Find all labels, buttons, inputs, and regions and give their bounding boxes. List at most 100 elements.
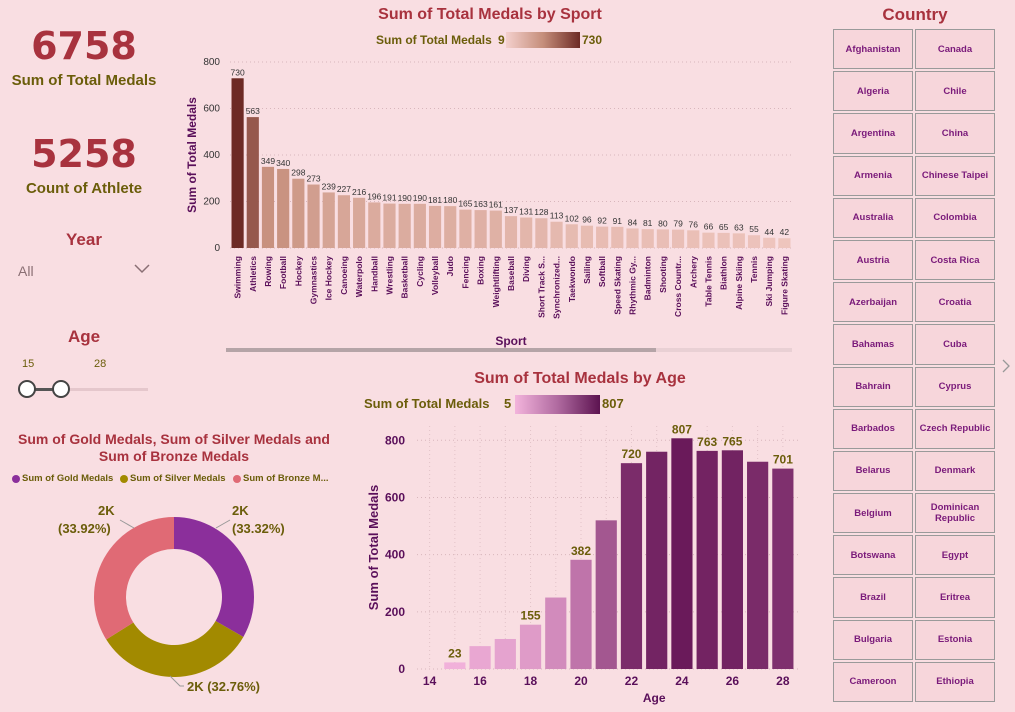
- donut-slice: [174, 517, 255, 637]
- gold-value-label: 2K: [232, 503, 249, 518]
- sport-x-tick-label: Swimming: [233, 256, 243, 299]
- age-chart-legend: Sum of Total Medals 5 807: [364, 395, 624, 415]
- silver-value-label: 2K (32.76%): [187, 679, 260, 694]
- age-min-label: 15: [22, 358, 35, 370]
- country-option[interactable]: Croatia: [915, 282, 995, 323]
- country-option[interactable]: Eritrea: [915, 577, 995, 618]
- country-option[interactable]: Azerbaijan: [833, 282, 913, 323]
- country-option[interactable]: Dominican Republic: [915, 493, 995, 534]
- age-max-label: 28: [94, 358, 107, 370]
- total-medals-kpi-value: 6758: [31, 24, 137, 68]
- age-x-tick-label: 22: [625, 674, 639, 688]
- country-option[interactable]: Barbados: [833, 408, 913, 449]
- age-data-label: 382: [571, 544, 591, 558]
- bronze-value-label: 2K: [98, 503, 115, 518]
- age-data-label: 720: [621, 447, 641, 461]
- sport-x-tick-label: Cross Countr...: [673, 256, 683, 317]
- sport-bar: [322, 192, 335, 248]
- country-option[interactable]: Brazil: [833, 577, 913, 618]
- age-x-axis-label: Age: [643, 691, 666, 705]
- country-option[interactable]: Cuba: [915, 324, 995, 365]
- sport-bar: [261, 166, 275, 248]
- country-option[interactable]: Colombia: [915, 197, 995, 238]
- sport-chart-scrollbar-thumb[interactable]: [226, 348, 656, 352]
- sport-data-label: 113: [550, 211, 564, 221]
- bronze-leader-line: [119, 519, 135, 529]
- country-option[interactable]: Denmark: [915, 450, 995, 492]
- country-option[interactable]: Cyprus: [915, 366, 995, 407]
- sport-data-label: 92: [597, 216, 607, 226]
- sport-bar: [656, 229, 669, 248]
- chevron-down-icon: [134, 264, 150, 274]
- sport-data-label: 191: [382, 193, 396, 203]
- country-option[interactable]: Belarus: [833, 450, 913, 492]
- sport-x-tick-label: Taekwondo: [567, 256, 577, 302]
- sport-y-tick-label: 600: [203, 104, 220, 115]
- sport-bar: [672, 229, 685, 248]
- sport-data-label: 181: [428, 195, 442, 205]
- country-option[interactable]: Bahamas: [833, 324, 913, 365]
- sport-data-label: 190: [398, 193, 412, 203]
- age-slider-max-handle[interactable]: [52, 380, 70, 398]
- sport-x-tick-label: Rowing: [263, 256, 273, 287]
- sport-y-axis-label: Sum of Total Medals: [185, 97, 199, 213]
- sport-data-label: 273: [306, 174, 320, 184]
- chevron-right-icon[interactable]: [1001, 359, 1011, 373]
- sport-legend-label: Sum of Total Medals: [376, 33, 492, 47]
- country-option[interactable]: Argentina: [833, 113, 913, 154]
- country-option[interactable]: Austria: [833, 239, 913, 281]
- country-option[interactable]: Ethiopia: [915, 661, 995, 702]
- country-option[interactable]: Czech Republic: [915, 408, 995, 449]
- sport-x-tick-label: Table Tennis: [703, 256, 713, 307]
- age-data-label: 701: [773, 453, 793, 467]
- country-option[interactable]: Bulgaria: [833, 619, 913, 660]
- sport-data-label: 131: [519, 207, 533, 217]
- sport-data-label: 163: [474, 199, 488, 209]
- sport-data-label: 349: [261, 156, 275, 166]
- country-option[interactable]: Australia: [833, 197, 913, 238]
- country-option[interactable]: Bahrain: [833, 366, 913, 407]
- sport-x-tick-label: Sailing: [582, 256, 592, 284]
- sport-data-label: 216: [352, 187, 366, 197]
- country-option[interactable]: Armenia: [833, 155, 913, 196]
- age-bar: [772, 468, 794, 669]
- sport-chart-scrollbar-track[interactable]: [226, 348, 792, 352]
- sport-data-label: 80: [658, 218, 668, 228]
- sport-x-tick-label: Waterpolo: [354, 256, 364, 297]
- sport-data-label: 55: [749, 224, 759, 234]
- country-option[interactable]: Algeria: [833, 71, 913, 112]
- age-bar: [696, 450, 718, 669]
- sport-data-label: 196: [367, 191, 381, 201]
- country-option[interactable]: Chile: [915, 71, 995, 112]
- country-option[interactable]: Cameroon: [833, 661, 913, 702]
- country-slicer-grid: Afghanistan Canada Algeria Chile Argentina Ch…: [833, 29, 997, 702]
- age-slicer-title: Age: [67, 327, 101, 346]
- country-option[interactable]: Estonia: [915, 619, 995, 660]
- age-legend-max: 807: [602, 396, 624, 411]
- sport-chart-title: Sum of Total Medals by Sport: [378, 6, 602, 23]
- country-option[interactable]: China: [915, 113, 995, 154]
- country-option[interactable]: Afghanistan: [833, 29, 913, 70]
- sport-bar: [368, 202, 381, 248]
- sport-bar: [641, 229, 654, 248]
- sport-x-tick-label: Diving: [521, 256, 531, 282]
- year-slicer-title: Year: [66, 230, 102, 249]
- country-option[interactable]: Chinese Taipei: [915, 155, 995, 196]
- country-option[interactable]: Botswana: [833, 535, 913, 576]
- age-slider-range: [26, 388, 61, 391]
- country-option[interactable]: Costa Rica: [915, 239, 995, 281]
- sport-bar: [231, 78, 244, 249]
- country-option[interactable]: Belgium: [833, 493, 913, 534]
- sport-legend-gradient: [506, 32, 580, 48]
- sport-data-label: 298: [291, 168, 305, 178]
- country-option[interactable]: Egypt: [915, 535, 995, 576]
- sport-data-label: 180: [443, 195, 457, 205]
- sport-data-label: 239: [322, 181, 336, 191]
- year-dropdown[interactable]: All: [12, 256, 154, 284]
- country-option[interactable]: Canada: [915, 29, 995, 70]
- age-slider-min-handle[interactable]: [18, 380, 36, 398]
- age-x-tick-label: 18: [524, 674, 538, 688]
- sport-x-tick-label: Figure Skating: [779, 256, 789, 315]
- sport-bar-chart: 0 200 400 600 800 Sum of Total Medals Sport 730…: [185, 57, 792, 348]
- age-slider-track[interactable]: [26, 388, 148, 391]
